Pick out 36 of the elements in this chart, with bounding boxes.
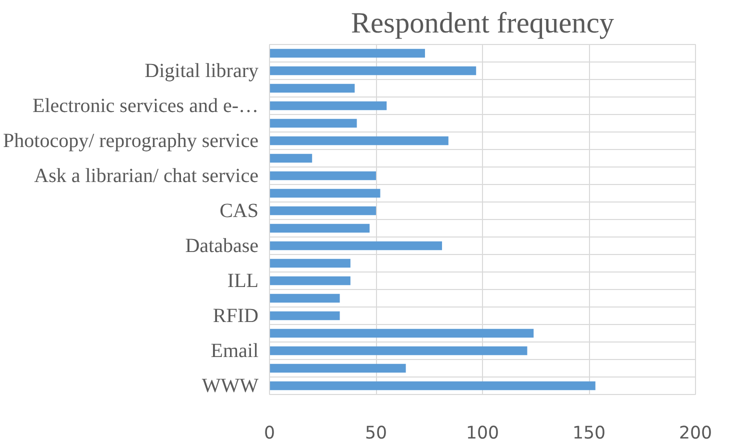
bar (270, 276, 350, 286)
x-tick-label: 50 (364, 424, 388, 444)
bar (270, 381, 596, 390)
bar (270, 311, 340, 320)
bar (270, 66, 476, 76)
y-tick-label: Email (210, 340, 259, 362)
x-tick-label: 0 (264, 424, 276, 444)
bar (270, 118, 357, 128)
bar (270, 224, 370, 233)
bar (270, 154, 312, 163)
y-tick-label: Ask a librarian/ chat service (34, 164, 259, 187)
bar (270, 294, 340, 303)
y-tick-label: WWW (202, 374, 259, 397)
y-tick-label: CAS (220, 200, 258, 222)
bar (270, 48, 425, 58)
y-tick-label: Digital library (144, 60, 258, 82)
bar (270, 364, 406, 373)
x-tick-label: 100 (466, 424, 500, 444)
bar (270, 328, 534, 338)
bar (270, 171, 376, 180)
chart-title: Respondent frequency (350, 8, 614, 40)
y-tick-label: Photocopy/ reprography service (3, 130, 259, 152)
y-tick-label: Database (185, 234, 259, 257)
bar (270, 188, 380, 198)
bar (270, 206, 376, 216)
bar (270, 346, 528, 356)
y-tick-label: RFID (212, 304, 259, 327)
y-tick-label: ILL (227, 270, 258, 292)
x-tick-label: 150 (572, 424, 606, 444)
bar (270, 136, 448, 146)
bar (270, 101, 387, 110)
y-tick-label: Electronic services and e-… (32, 94, 259, 117)
bar (270, 258, 350, 268)
bar (270, 84, 355, 93)
x-tick-label: 200 (678, 424, 712, 444)
bar (270, 241, 442, 250)
